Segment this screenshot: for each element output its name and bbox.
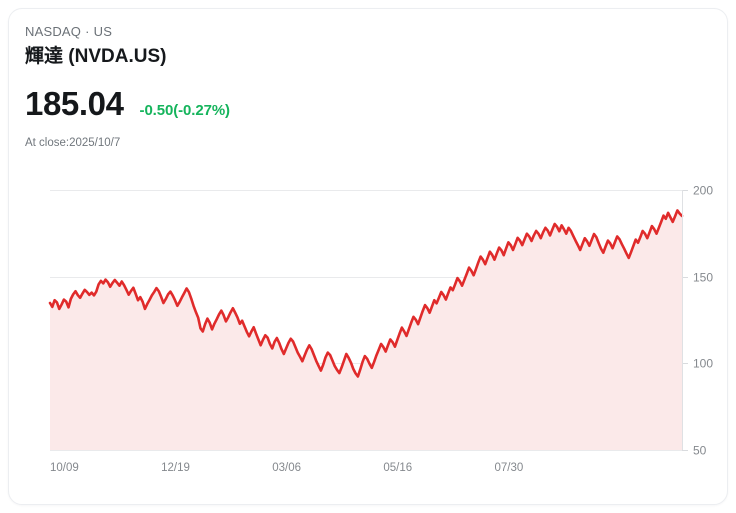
exchange-line: NASDAQ · US	[25, 23, 625, 40]
x-axis-tick-label: 05/16	[383, 462, 412, 474]
page-title: 輝達 (NVDA.US)	[25, 46, 167, 67]
exchange-name: NASDAQ	[25, 24, 82, 39]
y-axis-tick-label: 100	[693, 357, 713, 371]
quote-header: NASDAQ · US 輝達 (NVDA.US) 185.04 -0.50(-0.2…	[25, 23, 625, 151]
market-status: At close:2025/10/7	[25, 137, 121, 149]
y-axis-tick-label: 50	[693, 444, 707, 458]
chart-area-fill	[50, 210, 682, 450]
y-axis-tick-label: 200	[693, 184, 713, 198]
y-axis-labels: 200 150 100 50	[693, 184, 713, 458]
price-change: -0.50(-0.27%)	[139, 102, 231, 119]
exchange-separator: ·	[85, 24, 90, 39]
price-chart[interactable]: 200 150 100 50 10/09 12/19 03/06 05/16 07/30	[9, 169, 728, 489]
chart-series-line	[48, 209, 684, 378]
x-axis-tick-label: 03/06	[272, 462, 301, 474]
price-chart-svg[interactable]: 200 150 100 50 10/09 12/19 03/06 05/16 07/30	[9, 169, 728, 489]
x-axis-tick-label: 07/30	[494, 462, 523, 474]
price-row: 185.04 -0.50(-0.27%)	[25, 85, 625, 123]
x-axis-tick-label: 12/19	[161, 462, 190, 474]
last-price: 185.04	[25, 85, 124, 122]
exchange-region: US	[93, 24, 113, 39]
chart-area-path	[50, 210, 682, 450]
chart-axes	[682, 190, 688, 451]
y-axis-tick-label: 150	[693, 271, 713, 285]
x-axis-labels: 10/09 12/19 03/06 05/16 07/30	[50, 462, 523, 474]
chart-line-path	[48, 209, 684, 378]
x-axis-tick-label: 10/09	[50, 462, 79, 474]
stock-quote-card: NASDAQ · US 輝達 (NVDA.US) 185.04 -0.50(-0.2…	[8, 8, 728, 505]
